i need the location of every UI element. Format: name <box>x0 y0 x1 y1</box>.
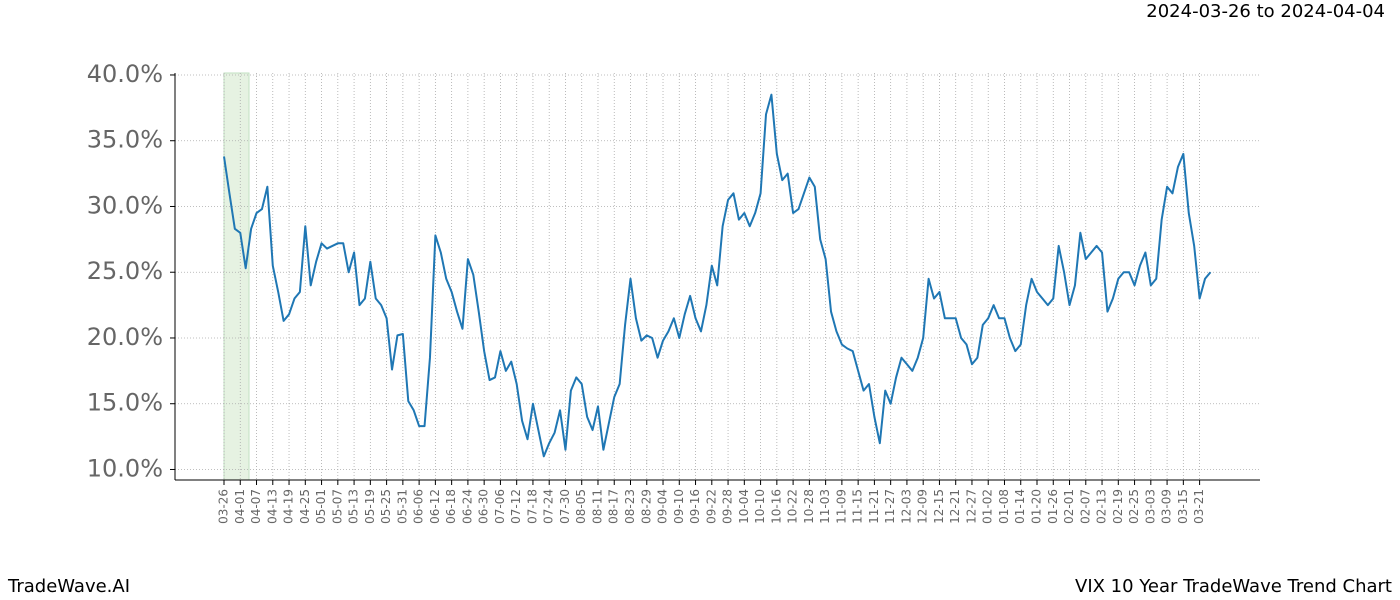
grid: 10.0% 15.0% 20.0% 25.0% 30.0% 35.0% 40.0% 03-26… <box>87 60 1260 524</box>
x-tick-label: 07-18 <box>525 489 539 524</box>
x-tick-label: 11-27 <box>883 489 897 524</box>
x-tick-label: 10-10 <box>753 489 767 524</box>
brand: TradeWave.AI <box>7 576 130 597</box>
x-tick-label: 05-01 <box>314 489 328 524</box>
x-tick-label: 01-08 <box>997 489 1011 524</box>
highlight-span <box>223 72 250 481</box>
x-tick-label: 07-06 <box>493 489 507 524</box>
x-tick-label: 01-26 <box>1046 489 1060 524</box>
x-tick-label: 12-09 <box>916 489 930 524</box>
x-tick-label: 07-24 <box>542 489 556 524</box>
x-tick-label: 03-21 <box>1192 489 1206 524</box>
x-tick-label: 07-12 <box>509 489 523 524</box>
x-tick-label: 10-28 <box>802 489 816 524</box>
x-tick-label: 02-07 <box>1078 489 1092 524</box>
x-tick-label: 03-15 <box>1176 489 1190 524</box>
x-tick-label: 05-07 <box>330 489 344 524</box>
x-tick-label: 05-25 <box>379 489 393 524</box>
y-tick-label: 20.0% <box>87 323 163 351</box>
x-tick-label: 02-19 <box>1111 489 1125 524</box>
trend-line <box>223 93 1212 458</box>
x-tick-label: 09-04 <box>656 489 670 524</box>
x-tick-label: 10-22 <box>786 489 800 524</box>
x-tick-label: 06-12 <box>428 489 442 524</box>
x-tick-label: 08-23 <box>623 489 637 524</box>
x-tick-label: 07-30 <box>558 489 572 524</box>
x-tick-label: 09-22 <box>704 489 718 524</box>
x-tick-label: 03-03 <box>1143 489 1157 524</box>
x-tick-label: 03-09 <box>1160 489 1174 524</box>
y-tick-label: 25.0% <box>87 257 163 285</box>
x-tick-label: 04-13 <box>265 489 279 524</box>
x-tick-label: 12-27 <box>964 489 978 524</box>
x-tick-label: 08-05 <box>574 489 588 524</box>
x-tick-label: 10-16 <box>769 489 783 524</box>
x-tick-label: 10-04 <box>737 489 751 524</box>
y-tick-label: 35.0% <box>87 126 163 154</box>
y-tick-label: 40.0% <box>87 60 163 88</box>
x-tick-label: 01-14 <box>1013 489 1027 524</box>
x-tick-label: 11-03 <box>818 489 832 524</box>
x-tick-label: 08-17 <box>607 489 621 524</box>
chart-title: VIX 10 Year TradeWave Trend Chart <box>1075 576 1392 597</box>
x-tick-label: 11-15 <box>851 489 865 524</box>
x-tick-label: 06-06 <box>412 489 426 524</box>
x-tick-label: 08-11 <box>590 489 604 524</box>
x-tick-label: 02-01 <box>1062 489 1076 524</box>
plot <box>223 93 1212 458</box>
x-tick-label: 12-15 <box>932 489 946 524</box>
x-tick-label: 12-21 <box>948 489 962 524</box>
x-tick-label: 06-24 <box>460 489 474 524</box>
x-tick-label: 09-16 <box>688 489 702 524</box>
x-tick-label: 06-30 <box>477 489 491 524</box>
x-tick-label: 05-31 <box>395 489 409 524</box>
x-tick-label: 02-25 <box>1127 489 1141 524</box>
x-tick-label: 03-26 <box>217 489 231 524</box>
x-tick-label: 04-19 <box>282 489 296 524</box>
x-tick-label: 11-21 <box>867 489 881 524</box>
x-tick-label: 04-07 <box>249 489 263 524</box>
y-tick-label: 10.0% <box>87 454 163 482</box>
header-range: 2024-03-26 to 2024-04-04 <box>1146 1 1385 22</box>
x-tick-label: 05-13 <box>347 489 361 524</box>
x-tick-label: 01-02 <box>981 489 995 524</box>
y-tick-label: 15.0% <box>87 389 163 417</box>
x-tick-label: 02-13 <box>1095 489 1109 524</box>
x-tick-label: 12-03 <box>899 489 913 524</box>
x-tick-label: 11-09 <box>834 489 848 524</box>
x-tick-label: 05-19 <box>363 489 377 524</box>
x-tick-label: 08-29 <box>639 489 653 524</box>
x-tick-label: 09-10 <box>672 489 686 524</box>
x-tick-label: 04-25 <box>298 489 312 524</box>
x-tick-label: 01-20 <box>1030 489 1044 524</box>
x-tick-label: 06-18 <box>444 489 458 524</box>
x-tick-label: 04-01 <box>233 489 247 524</box>
y-tick-label: 30.0% <box>87 191 163 219</box>
x-tick-label: 09-28 <box>721 489 735 524</box>
